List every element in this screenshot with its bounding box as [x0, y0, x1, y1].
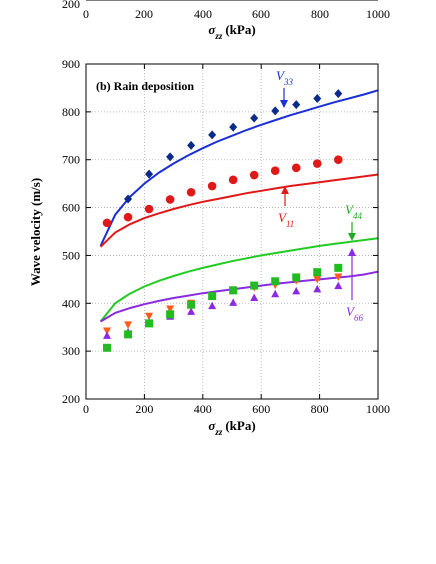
label-v11: V11 — [278, 186, 294, 229]
point-circle — [312, 159, 322, 168]
point-circle — [333, 155, 343, 165]
v11-label: V11 — [278, 210, 294, 229]
top-x-axis-label: σzz (kPa) — [208, 22, 255, 41]
point-diamond — [124, 194, 133, 204]
top-x-tick-label: 200 — [135, 7, 153, 21]
point-triangle-up — [250, 293, 259, 302]
point-diamond — [271, 106, 280, 116]
plot-grid — [86, 64, 378, 399]
y-tick-label: 400 — [62, 296, 80, 310]
point-triangle-up — [208, 301, 217, 310]
point-triangle-up — [187, 307, 196, 315]
curve-v66 — [100, 270, 379, 323]
curve-v11 — [99, 173, 379, 248]
point-triangle-down — [166, 305, 175, 314]
point-square — [313, 268, 322, 277]
x-tick-label: 0 — [83, 402, 89, 416]
point-square — [103, 343, 112, 352]
point-square — [145, 319, 154, 328]
point-diamond — [292, 100, 301, 110]
x-tick-label: 400 — [194, 402, 212, 416]
point-circle — [102, 218, 112, 228]
y-tick-label: 900 — [62, 57, 80, 71]
point-square — [124, 330, 133, 339]
point-circle — [186, 187, 196, 197]
v44-arrowhead — [348, 233, 356, 241]
x-tick-label: 600 — [252, 402, 270, 416]
point-diamond — [313, 93, 322, 103]
point-circle — [270, 166, 280, 176]
point-square — [166, 310, 175, 319]
y-tick-label: 700 — [62, 153, 80, 167]
point-diamond — [208, 130, 217, 140]
point-diamond — [145, 169, 154, 179]
top-x-tick-label: 1000 — [366, 7, 390, 21]
point-triangle-up — [292, 286, 301, 295]
point-diamond — [229, 122, 238, 132]
top-x-tick-label: 600 — [252, 7, 270, 21]
v66-label: V66 — [346, 304, 363, 323]
x-axis-label: σzz (kPa) — [208, 418, 255, 437]
point-diamond — [187, 140, 196, 150]
point-square — [250, 281, 259, 290]
v33-arrowhead — [280, 100, 288, 108]
v33-label: V33 — [276, 68, 293, 87]
y-axis-label: Wave velocity (m/s) — [28, 178, 43, 286]
point-square — [187, 300, 196, 309]
x-tick-label: 1000 — [366, 402, 390, 416]
plot-frame — [85, 63, 379, 400]
point-circle — [123, 212, 133, 222]
point-diamond — [166, 152, 175, 162]
v11-arrowhead — [281, 186, 289, 194]
y-tick-label: 800 — [62, 105, 80, 119]
point-square — [292, 273, 301, 282]
curves — [99, 89, 379, 323]
panel-title: (b) Rain deposition — [96, 79, 194, 93]
top-axis-fragment: 200 0 200 400 600 800 1000 σzz (kPa) — [62, 0, 390, 41]
point-square — [334, 263, 343, 272]
data-points — [102, 89, 343, 352]
point-square — [229, 286, 238, 295]
point-triangle-up — [229, 298, 238, 306]
top-y-tick-label: 200 — [62, 0, 80, 11]
point-diamond — [334, 89, 343, 99]
y-tick-label: 500 — [62, 248, 80, 262]
x-tick-label: 200 — [135, 402, 153, 416]
point-circle — [144, 204, 154, 214]
curve-v44 — [99, 237, 379, 323]
point-circle — [291, 163, 301, 173]
point-triangle-down — [334, 273, 343, 281]
point-triangle-down — [124, 321, 133, 329]
axis-ticks: 0 200 400 600 800 100020030040050060070080090… — [62, 57, 390, 416]
point-triangle-up — [103, 331, 112, 339]
top-x-tick-label: 400 — [194, 7, 212, 21]
point-triangle-down — [145, 312, 154, 321]
y-tick-label: 300 — [62, 344, 80, 358]
v66-arrowhead — [348, 248, 356, 256]
y-tick-label: 600 — [62, 201, 80, 215]
point-diamond — [250, 113, 259, 123]
curve-v33 — [99, 89, 379, 247]
point-triangle-up — [334, 281, 343, 290]
label-v33: V33 — [276, 68, 293, 108]
label-v66: V66 — [346, 248, 363, 323]
x-tick-label: 800 — [311, 402, 329, 416]
point-circle — [249, 170, 259, 180]
point-circle — [228, 175, 238, 185]
y-tick-label: 200 — [62, 392, 80, 406]
point-circle — [165, 195, 175, 204]
point-triangle-down — [313, 275, 322, 284]
point-square — [271, 277, 280, 286]
point-triangle-up — [313, 284, 322, 293]
top-x-tick-label: 0 — [83, 7, 89, 21]
point-square — [208, 292, 217, 301]
top-x-tick-label: 800 — [311, 7, 329, 21]
point-triangle-up — [271, 289, 280, 298]
point-triangle-down — [103, 327, 112, 336]
label-v44: V44 — [345, 202, 362, 241]
point-circle — [207, 181, 217, 191]
v44-label: V44 — [345, 202, 362, 221]
